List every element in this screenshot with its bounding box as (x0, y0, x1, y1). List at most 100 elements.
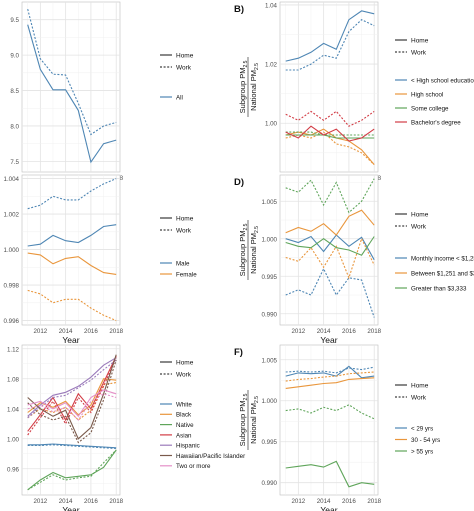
y-tick-label: 1.000 (262, 398, 278, 405)
x-axis-title: Year (320, 335, 337, 345)
legend-label-series: Black (176, 412, 192, 419)
series-line-work (285, 131, 375, 136)
linetype-legend: Home Work (160, 53, 194, 72)
panel-b: 1.001.021.042012201420162018YearB)Subgro… (234, 1, 474, 192)
series-group (27, 8, 117, 164)
legend-label-series: > 55 yrs (411, 448, 433, 455)
legend-label-series: All (176, 94, 183, 101)
legend-label-series: Female (176, 271, 197, 278)
x-tick-label: 2018 (109, 328, 123, 335)
x-tick-label: 2016 (342, 328, 356, 335)
legend-label-series: Monthly income < $1,250 (411, 255, 474, 262)
series-line-work (285, 178, 375, 214)
plot-area (21, 174, 121, 326)
series-line-work (27, 8, 117, 136)
legend-label-home: Home (411, 383, 429, 390)
series-line-work (285, 366, 375, 374)
legend-label-series: Asian (176, 432, 192, 439)
legend-label-work: Work (176, 228, 192, 235)
y-tick-label: 1.04 (265, 2, 278, 9)
legend-label-series: 30 - 54 yrs (411, 437, 440, 444)
panel-c: 0.996 0.998 1.000 1.002 1.004 2012 2014 2016 201… (4, 174, 197, 345)
x-tick-label: 2014 (59, 498, 73, 505)
x-axis-title: Year (62, 505, 79, 511)
series-line-home (285, 460, 375, 488)
y-tick-label: 1.000 (4, 247, 20, 254)
x-tick-label: 2014 (317, 328, 331, 335)
legend-label-series: Bachelor's degree (411, 119, 461, 126)
y-tick-label: 0.998 (4, 283, 20, 290)
y-tick-label: 1.005 (262, 357, 278, 364)
color-legend: All (160, 94, 183, 101)
series-line-home (27, 443, 117, 449)
panel-e: 0.96 1.00 1.04 1.08 1.12 2012 2014 2016 2018 Year… (7, 344, 245, 511)
series-line-home (285, 377, 375, 389)
legend-label-work: Work (411, 224, 427, 231)
color-legend: White Black Native Asian Hispanic Hawaiian/Pa… (160, 401, 245, 470)
x-tick-label: 2018 (109, 498, 123, 505)
series-line-work (27, 449, 117, 491)
series-line-home (27, 252, 117, 275)
plot-area (21, 1, 121, 173)
y-axis-numerator: Subgroup PM2.5 (238, 393, 249, 446)
legend-label-home: Home (176, 360, 194, 367)
x-tick-label: 2018 (367, 498, 381, 505)
y-axis-denominator: National PM2.5 (249, 226, 260, 274)
series-line-home (27, 354, 117, 440)
x-tick-label: 2014 (317, 498, 331, 505)
series-line-home (285, 125, 375, 142)
legend-label-series: Some college (411, 105, 449, 112)
series-line-work (285, 371, 375, 382)
y-tick-label: 0.995 (262, 439, 278, 446)
x-tick-label: 2016 (84, 328, 98, 335)
x-tick-label: 2012 (291, 498, 305, 505)
series-line-work (27, 444, 117, 450)
y-tick-label: 0.996 (4, 318, 20, 325)
y-tick-label: 0.995 (262, 274, 278, 281)
series-line-home (27, 224, 117, 247)
color-legend: < High school education High school Some c… (395, 77, 474, 126)
x-tick-label: 2012 (33, 328, 47, 335)
y-tick-label: 1.00 (265, 121, 278, 128)
series-line-work (285, 404, 375, 420)
legend-label-home: Home (176, 53, 194, 60)
legend-label-series: Hawaiian/Pacific Islander (176, 453, 245, 460)
y-tick-label: 1.005 (262, 199, 278, 206)
y-axis-denominator: National PM2.5 (249, 396, 260, 444)
x-tick-label: 2016 (342, 498, 356, 505)
color-legend: Monthly income < $1,250 Between $1,251 an… (395, 255, 474, 292)
y-tick-label: 1.12 (7, 346, 20, 353)
legend-label-work: Work (176, 372, 192, 379)
series-line-home (27, 355, 117, 432)
legend-label-series: < High school education (411, 77, 474, 84)
y-tick-label: 1.00 (7, 436, 20, 443)
series-group (285, 365, 375, 488)
y-tick-label: 1.004 (4, 176, 20, 183)
series-line-work (27, 359, 117, 444)
linetype-legend: Home Work (395, 212, 429, 231)
series-line-work (285, 267, 375, 318)
series-group (285, 10, 375, 166)
x-tick-label: 2018 (367, 328, 381, 335)
series-line-home (27, 24, 117, 164)
y-tick-label: 9.5 (10, 17, 19, 24)
legend-label-series: Hispanic (176, 443, 200, 450)
legend-label-series: High school (411, 91, 443, 98)
series-group (285, 178, 375, 318)
plot-area (279, 344, 379, 496)
y-axis-numerator: Subgroup PM2.5 (238, 60, 249, 113)
series-line-home (285, 365, 375, 379)
y-tick-label: 8.5 (10, 88, 19, 95)
x-tick-label: 2012 (291, 328, 305, 335)
y-tick-label: 1.04 (7, 406, 20, 413)
legend-label-series: Between $1,251 and $3,333 (411, 270, 474, 277)
x-tick-label: 2012 (33, 498, 47, 505)
legend-label-work: Work (176, 65, 192, 72)
series-group (27, 178, 117, 322)
linetype-legend: Home Work (160, 360, 194, 379)
series-line-home (27, 357, 117, 417)
